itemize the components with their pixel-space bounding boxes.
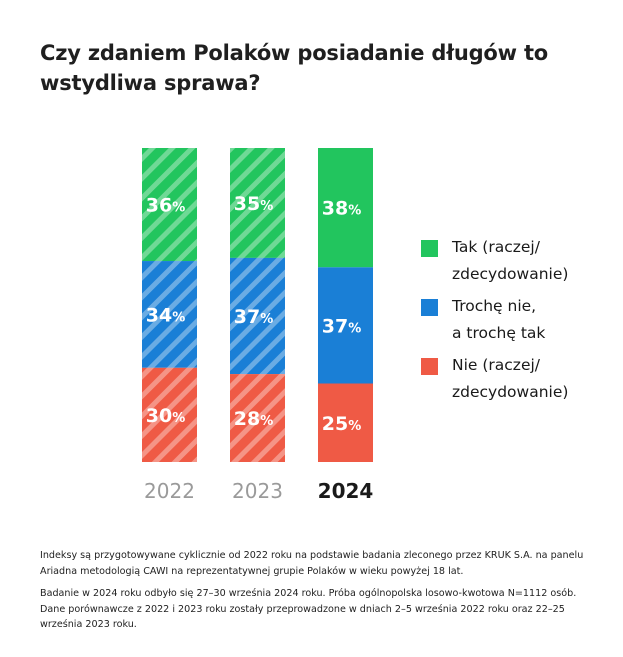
legend-item-troche: Trochę nie, a trochę tak <box>421 297 602 347</box>
legend-item-tak: Tak (raczej/ zdecydowanie) <box>421 238 602 288</box>
legend: Tak (raczej/ zdecydowanie) Trochę nie, a… <box>421 238 602 415</box>
data-label-troche-2024: 37% <box>322 315 361 337</box>
bar-segment-tak-2024 <box>318 148 373 268</box>
data-label-nie-2022: 30% <box>146 405 185 427</box>
legend-swatch-troche <box>421 299 438 316</box>
note-paragraph: Badanie w 2024 roku odbyło się 27–30 wrz… <box>40 588 577 630</box>
methodology-notes: Indeksy są przygotowywane cyklicznie od … <box>40 548 585 640</box>
note-paragraph: Indeksy są przygotowywane cyklicznie od … <box>40 550 584 577</box>
bar-segment-troche-2024 <box>318 267 373 384</box>
bar-segment-nie-2024 <box>318 383 373 462</box>
bar-hatch-troche-2023 <box>230 257 285 375</box>
legend-swatch-tak <box>421 240 438 257</box>
data-label-tak-2023: 35% <box>234 193 273 215</box>
legend-label-nie: Nie (raczej/ zdecydowanie) <box>452 356 569 401</box>
bar-hatch-troche-2022 <box>142 261 197 368</box>
bar-hatch-nie-2023 <box>230 374 285 462</box>
legend-label-troche: Trochę nie, a trochę tak <box>452 297 546 342</box>
data-label-nie-2023: 28% <box>234 408 273 430</box>
data-label-troche-2022: 34% <box>146 304 185 326</box>
data-label-troche-2023: 37% <box>234 306 273 328</box>
legend-item-nie: Nie (raczej/ zdecydowanie) <box>421 356 602 406</box>
chart-title: Czy zdaniem Polaków posiadanie długów to… <box>40 41 549 95</box>
data-label-tak-2024: 38% <box>322 198 361 220</box>
category-label-2022: 2022 <box>144 479 195 503</box>
legend-swatch-nie <box>421 358 438 375</box>
category-label-2023: 2023 <box>232 479 283 503</box>
bar-hatch-tak-2023 <box>230 148 285 258</box>
bar-hatch-nie-2022 <box>142 367 197 462</box>
category-label-2024: 2024 <box>318 479 374 503</box>
data-label-tak-2022: 36% <box>146 195 185 217</box>
legend-label-tak: Tak (raczej/ zdecydowanie) <box>452 238 569 283</box>
bar-hatch-tak-2022 <box>142 148 197 262</box>
data-label-nie-2024: 25% <box>322 413 361 435</box>
